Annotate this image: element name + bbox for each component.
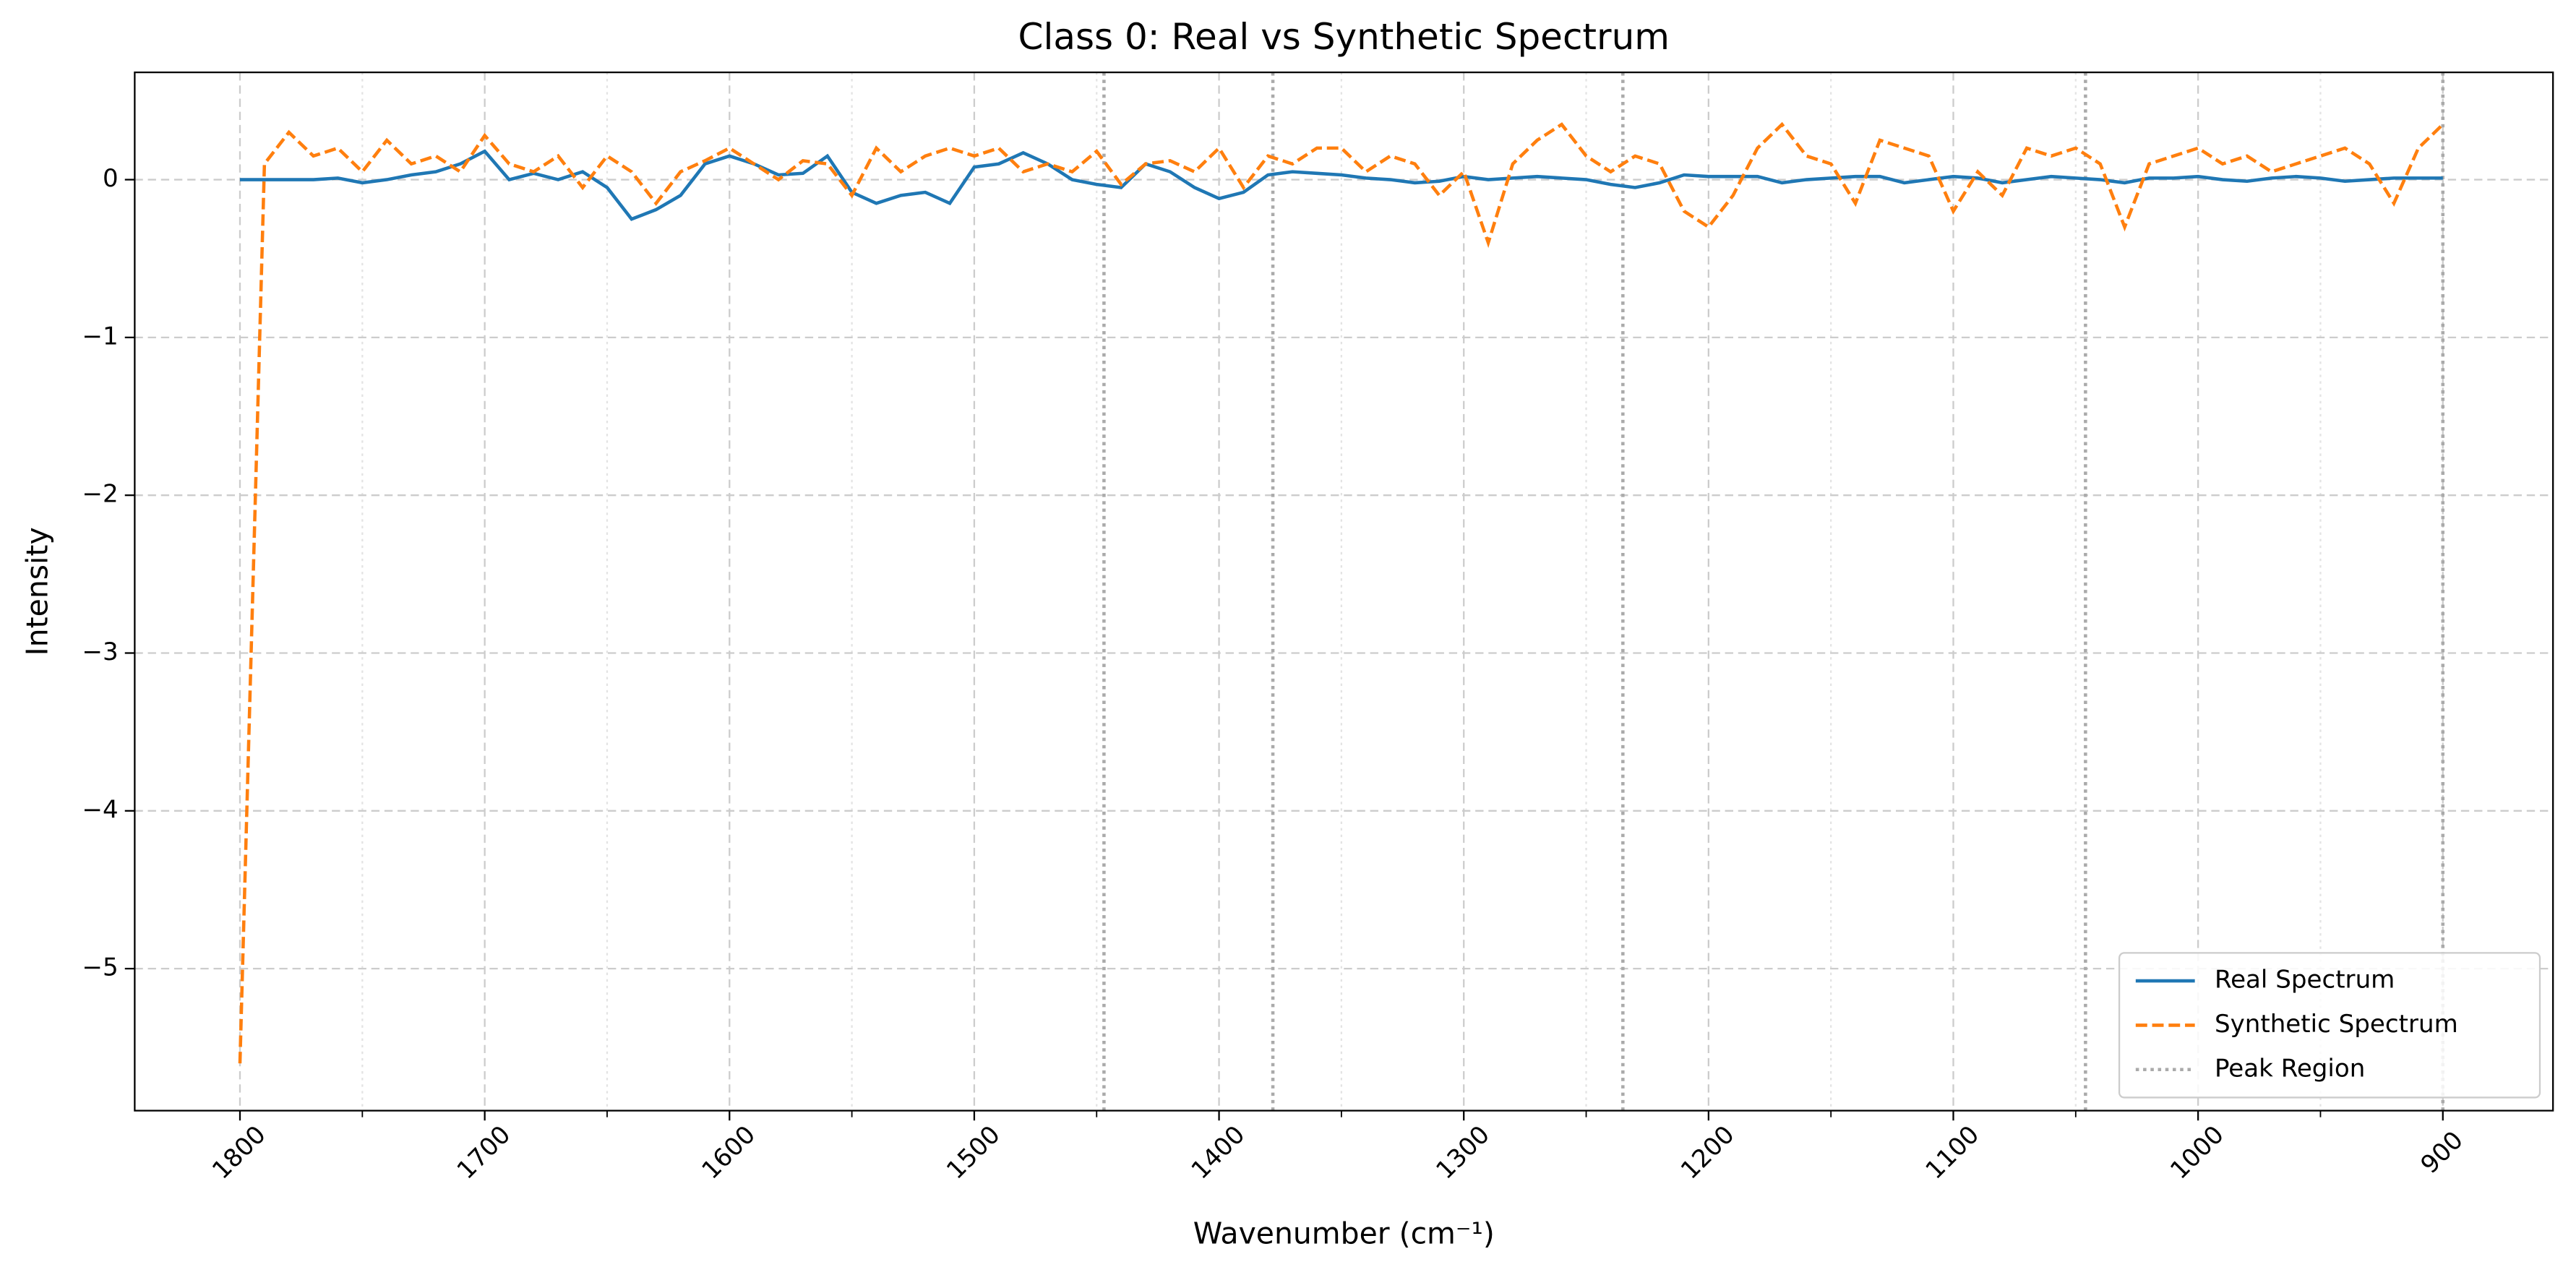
x-tick-label: 1000	[2165, 1120, 2230, 1185]
x-tick-label: 1600	[696, 1120, 761, 1185]
legend-box	[2118, 952, 2541, 1099]
x-tick-label: 1100	[1920, 1120, 1985, 1185]
legend-label: Synthetic Spectrum	[2215, 1010, 2458, 1039]
series-line	[239, 149, 2443, 221]
x-tick-label: 1700	[452, 1120, 517, 1185]
y-axis-label: Intensity	[20, 527, 55, 656]
x-tick-label: 900	[2416, 1126, 2469, 1180]
series-line	[238, 121, 2444, 1064]
y-tick-label: 0	[103, 164, 119, 193]
x-tick-label: 1500	[941, 1120, 1006, 1185]
x-tick-label: 1400	[1186, 1120, 1251, 1185]
legend-label: Real Spectrum	[2215, 966, 2395, 995]
y-tick-label: −2	[82, 480, 118, 509]
x-tick-label: 1200	[1675, 1120, 1740, 1185]
plot-frame	[134, 71, 2554, 1112]
y-tick-label: −1	[82, 322, 118, 351]
y-tick-label: −4	[82, 795, 118, 824]
x-tick-label: 1300	[1430, 1120, 1495, 1185]
chart-title: Class 0: Real vs Synthetic Spectrum	[1018, 16, 1670, 58]
y-tick-label: −5	[82, 953, 118, 982]
x-tick-label: 1800	[207, 1120, 272, 1185]
x-axis-label: Wavenumber (cm⁻¹)	[1193, 1216, 1495, 1250]
legend-label: Peak Region	[2215, 1054, 2365, 1083]
y-tick-label: −3	[82, 638, 118, 666]
